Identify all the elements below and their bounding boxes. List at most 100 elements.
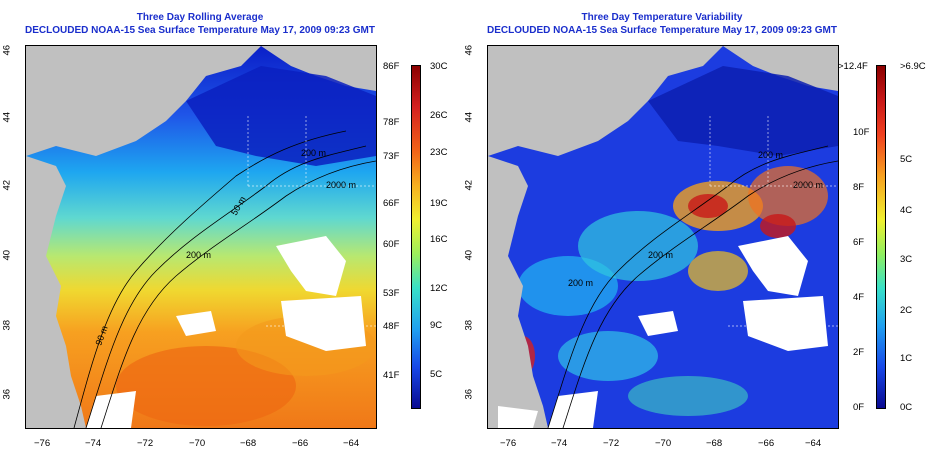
cloud-patch [743, 296, 828, 351]
x-tick: −68 [706, 438, 723, 449]
colorbar-f-label: 10F [853, 127, 870, 138]
y-tick: 42 [463, 179, 475, 191]
contour-label: 200 m [648, 250, 673, 260]
variability-patch [760, 214, 796, 238]
bathymetry-contour-200m [85, 145, 367, 428]
colorbar-c-label: 3C [900, 254, 913, 265]
land-mid-atlantic [488, 156, 548, 428]
cold-gulf-of-maine [186, 66, 376, 166]
land-nova-scotia [261, 46, 376, 91]
x-tick: −76 [500, 438, 517, 449]
colorbar-f-label: 53F [383, 288, 400, 299]
x-tick: −66 [758, 438, 775, 449]
land-nova-scotia [723, 46, 838, 91]
y-tick: 38 [463, 319, 475, 331]
low-variability-gulf [648, 66, 838, 156]
y-tick: 46 [1, 44, 13, 56]
land-new-england [26, 46, 261, 156]
y-tick: 36 [463, 388, 475, 400]
colorbar-c-label: 30C [430, 61, 448, 72]
x-tick: −72 [603, 438, 620, 449]
y-tick: 44 [1, 111, 13, 123]
colorbar-c-label: 0C [900, 402, 913, 413]
colorbar-c-label: 1C [900, 353, 913, 364]
bathymetry-contour-2000m [100, 160, 376, 428]
cloud-patch [638, 311, 678, 336]
x-tick: −70 [655, 438, 672, 449]
variability-patch [558, 331, 658, 381]
colorbar-f-label: 41F [383, 370, 400, 381]
contour-label: 200 m [568, 278, 593, 288]
colorbar-f-label: 2F [853, 347, 865, 358]
x-tick: −74 [85, 438, 102, 449]
warm-region [116, 346, 296, 426]
colorbar-c-label: 16C [430, 234, 448, 245]
x-tick: −72 [137, 438, 154, 449]
x-tick: −64 [343, 438, 360, 449]
variability-patch [688, 194, 728, 218]
contour-label: 2000 m [326, 180, 356, 190]
colorbar-c-label: 26C [430, 110, 448, 121]
colorbar-c-label: 12C [430, 283, 448, 294]
right-title-line1: Three Day Temperature Variability [581, 12, 743, 23]
colorbar-c-label: >6.9C [900, 61, 926, 72]
right-colorbar [876, 65, 886, 409]
bathymetry-contour-2000m [562, 160, 838, 428]
colorbar-f-label: 48F [383, 321, 400, 332]
right-map-svg: 200 m 2000 m 200 m 200 m [488, 46, 838, 428]
colorbar-c-label: 19C [430, 198, 448, 209]
x-tick: −64 [805, 438, 822, 449]
cloud-patch [738, 236, 808, 296]
colorbar-f-label: 60F [383, 239, 400, 250]
contour-label: 2000 m [793, 180, 823, 190]
x-tick: −74 [551, 438, 568, 449]
y-tick: 46 [463, 44, 475, 56]
contour-label: 200 m [186, 250, 211, 260]
x-tick: −66 [292, 438, 309, 449]
cloud-patch [176, 311, 216, 336]
colorbar-c-label: 4C [900, 205, 913, 216]
y-tick: 42 [1, 179, 13, 191]
y-tick: 44 [463, 111, 475, 123]
colorbar-f-label: 6F [853, 237, 865, 248]
right-title-line2: DECLOUDED NOAA-15 Sea Surface Temperatur… [487, 25, 837, 36]
variability-patch [578, 211, 698, 281]
y-tick: 40 [463, 249, 475, 261]
left-colorbar [411, 65, 421, 409]
colorbar-f-label: 66F [383, 198, 400, 209]
colorbar-f-label: 73F [383, 151, 400, 162]
colorbar-c-label: 2C [900, 305, 913, 316]
colorbar-f-label: 78F [383, 117, 400, 128]
x-tick: −76 [34, 438, 51, 449]
contour-label: 200 m [758, 150, 783, 160]
land-new-england [488, 46, 723, 156]
colorbar-c-label: 5C [430, 369, 443, 380]
cloud-patch [281, 296, 366, 351]
y-tick: 36 [1, 388, 13, 400]
variability-patch [628, 376, 748, 416]
left-title-line2: DECLOUDED NOAA-15 Sea Surface Temperatur… [25, 25, 375, 36]
cloud-patch [276, 236, 346, 296]
left-sst-map: 200 m 2000 m 200 m 50 m 90 m [25, 45, 377, 429]
x-tick: −68 [240, 438, 257, 449]
variability-patch [518, 256, 618, 316]
lat-lon-grid [709, 116, 838, 327]
contour-label: 200 m [301, 148, 326, 158]
left-map-svg: 200 m 2000 m 200 m 50 m 90 m [26, 46, 376, 428]
land-mid-atlantic [26, 156, 86, 428]
colorbar-f-label: >12.4F [838, 61, 868, 72]
x-tick: −70 [189, 438, 206, 449]
bathymetry-contour-50m [73, 130, 347, 428]
colorbar-f-label: 4F [853, 292, 865, 303]
colorbar-c-label: 9C [430, 320, 443, 331]
cloud-patch [86, 391, 136, 428]
colorbar-c-label: 5C [900, 154, 913, 165]
variability-patch [688, 251, 748, 291]
left-title-line1: Three Day Rolling Average [136, 12, 264, 23]
cloud-patch [548, 391, 598, 428]
lat-lon-grid [247, 116, 376, 327]
colorbar-f-label: 8F [853, 182, 865, 193]
y-tick: 38 [1, 319, 13, 331]
cloud-patch [498, 406, 538, 428]
y-tick: 40 [1, 249, 13, 261]
